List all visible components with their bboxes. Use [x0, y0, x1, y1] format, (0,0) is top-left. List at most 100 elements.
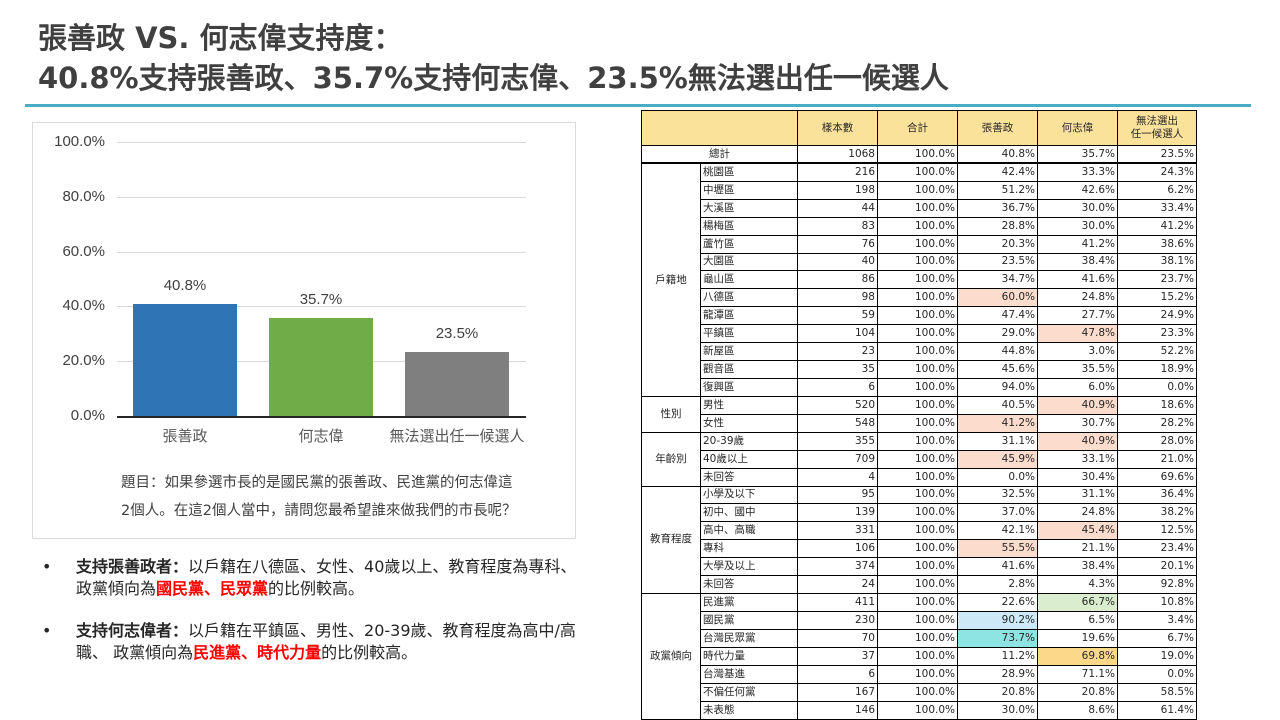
- cell-undecided: 36.4%: [1117, 485, 1197, 505]
- finding-emphasis: 國民黨、民眾黨: [156, 579, 269, 598]
- cell-total: 100.0%: [877, 664, 958, 684]
- finding-emphasis: 民進黨、時代力量: [193, 643, 322, 662]
- cell-sample-size: 411: [797, 593, 878, 612]
- table-row: 年齡別 20-39歲 355 100.0% 31.1% 40.9% 28.0%: [641, 431, 1197, 487]
- cell-ho: 24.8%: [1037, 503, 1118, 523]
- cell-total: 100.0%: [877, 449, 958, 469]
- group-label: 戶籍地: [641, 162, 701, 397]
- group-label: 教育程度: [641, 485, 701, 595]
- cell-ho: 40.9%: [1037, 395, 1118, 415]
- category-label: 何志偉: [298, 427, 344, 445]
- cell-chang: 90.2%: [957, 610, 1038, 630]
- cell-sample-size: 98: [797, 288, 878, 308]
- cell-sample-size: 44: [797, 198, 878, 218]
- cell-undecided: 6.2%: [1117, 180, 1197, 200]
- bar-value-label: 35.7%: [299, 291, 343, 309]
- cell-ho: 19.6%: [1037, 628, 1118, 648]
- group-label: 政黨傾向: [641, 593, 701, 720]
- finding-text-end: 的比例較高。: [268, 579, 365, 598]
- cell-ho: 6.0%: [1037, 377, 1118, 397]
- cell-undecided: 92.8%: [1117, 575, 1197, 595]
- cell-sample-size: 59: [797, 306, 878, 326]
- cell-undecided: 15.2%: [1117, 288, 1197, 308]
- table-row: 中壢區 198 100.0% 51.2% 42.6% 6.2%: [642, 180, 1197, 200]
- cell-total: 100.0%: [877, 682, 958, 702]
- bullet-icon: •: [42, 621, 52, 640]
- row-label: 觀音區: [700, 360, 798, 379]
- row-label: 龜山區: [700, 270, 798, 290]
- table-row: 專科 106 100.0% 55.5% 21.1% 23.4%: [642, 539, 1197, 559]
- cell-sample-size: 83: [797, 216, 878, 236]
- table-row: 未回答 4 100.0% 0.0% 30.4% 69.6%: [642, 467, 1197, 487]
- cell-total: 100.0%: [877, 628, 958, 648]
- cell-ho: 42.6%: [1037, 180, 1118, 200]
- cell-chang: 41.2%: [957, 413, 1038, 433]
- row-label: 蘆竹區: [700, 234, 798, 254]
- header-sample-size: 樣本數: [797, 110, 878, 146]
- cell-undecided: 3.4%: [1117, 610, 1197, 630]
- cell-total: 100.0%: [877, 234, 958, 254]
- cell-ho: 30.4%: [1037, 467, 1118, 487]
- row-label: 桃園區: [700, 162, 798, 182]
- cell-total: 100.0%: [877, 700, 958, 720]
- category-label: 無法選出任一候選人: [389, 427, 525, 445]
- cell-chang: 31.1%: [957, 431, 1038, 451]
- cell-ho: 3.0%: [1037, 342, 1118, 362]
- cell-sample-size: 355: [797, 431, 878, 451]
- bar-1: [133, 304, 237, 416]
- cell-total: 100.0%: [877, 306, 958, 326]
- cell-ho: 4.3%: [1037, 575, 1118, 595]
- slide-title: 張善政 VS. 何志偉支持度： 40.8%支持張善政、35.7%支持何志偉、23…: [38, 18, 949, 98]
- cell-total: 100.0%: [877, 485, 958, 505]
- cell-sample-size: 35: [797, 360, 878, 379]
- cell-sample-size: 216: [797, 162, 878, 182]
- cell-undecided: 23.4%: [1117, 539, 1197, 559]
- table-row: 大學及以上 374 100.0% 41.6% 38.4% 20.1%: [642, 557, 1197, 577]
- cell-chang: 30.0%: [957, 700, 1038, 720]
- cell-total: 100.0%: [877, 413, 958, 433]
- table-row: 大溪區 44 100.0% 36.7% 30.0% 33.4%: [642, 198, 1197, 218]
- cell-ho: 24.8%: [1037, 288, 1118, 308]
- row-label: 新屋區: [700, 342, 798, 362]
- cell-undecided: 69.6%: [1117, 467, 1197, 487]
- row-label: 國民黨: [700, 610, 798, 630]
- cell-undecided: 0.0%: [1117, 377, 1197, 397]
- row-label: 台灣民眾黨: [700, 628, 798, 648]
- cell-total: 100.0%: [877, 216, 958, 236]
- cell-ho: 38.4%: [1037, 252, 1118, 272]
- gridline: [117, 306, 526, 308]
- table-row: 台灣基進 6 100.0% 28.9% 71.1% 0.0%: [642, 664, 1197, 684]
- cell-chang: 28.9%: [957, 664, 1038, 684]
- row-label: 不偏任何黨: [700, 682, 798, 702]
- row-label: 龍潭區: [700, 306, 798, 326]
- group-label: 年齡別: [641, 431, 701, 487]
- survey-question-line1: 題目：如果參選市長的是國民黨的張善政、民進黨的何志偉這: [121, 475, 513, 491]
- row-label: 楊梅區: [700, 216, 798, 236]
- row-label: 民進黨: [700, 593, 798, 612]
- cell-undecided: 41.2%: [1117, 216, 1197, 236]
- cell-chang: 94.0%: [957, 377, 1038, 397]
- cell-undecided: 0.0%: [1117, 664, 1197, 684]
- cell-undecided: 24.9%: [1117, 306, 1197, 326]
- cell-total: 100.0%: [877, 288, 958, 308]
- cell-chang: 42.4%: [957, 162, 1038, 182]
- table-row: 政黨傾向 民進黨 411 100.0% 22.6% 66.7% 10.8%: [641, 593, 1197, 720]
- cell-total: 100.0%: [877, 360, 958, 379]
- row-label: 台灣基進: [700, 664, 798, 684]
- cell-ho: 41.6%: [1037, 270, 1118, 290]
- row-label: 20-39歲: [700, 431, 798, 451]
- cell-total: 100.0%: [877, 162, 958, 182]
- cell-sample-size: 198: [797, 180, 878, 200]
- cell-total: 100.0%: [877, 252, 958, 272]
- cell-undecided: 12.5%: [1117, 521, 1197, 541]
- cell-ho: 6.5%: [1037, 610, 1118, 630]
- bullet-icon: •: [42, 557, 52, 576]
- cell-sample-size: 95: [797, 485, 878, 505]
- cell-ho: 66.7%: [1037, 593, 1118, 612]
- table-row: 戶籍地 桃園區 216 100.0% 42.4% 33.3% 24.3%: [641, 162, 1197, 397]
- header-undecided-line2: 任一候選人: [1130, 128, 1184, 140]
- cell-sample-size: 76: [797, 234, 878, 254]
- gridline: [117, 142, 526, 143]
- cell-undecided: 18.9%: [1117, 360, 1197, 379]
- cell-sample-size: 104: [797, 324, 878, 344]
